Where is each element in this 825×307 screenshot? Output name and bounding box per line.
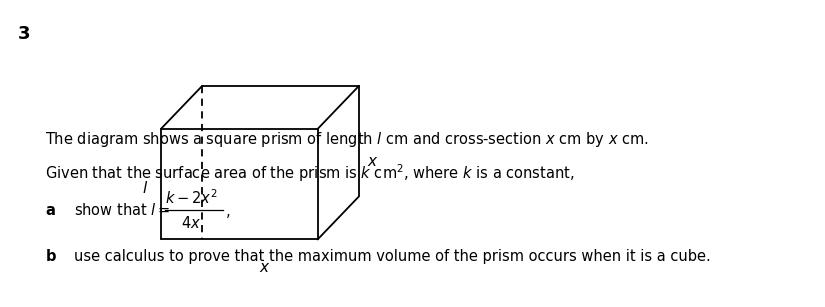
Text: ,: , [226,204,231,219]
Text: l: l [142,181,147,196]
Text: x: x [260,260,268,274]
Text: 3: 3 [18,25,31,43]
Text: a: a [45,203,55,218]
Text: use calculus to prove that the maximum volume of the prism occurs when it is a c: use calculus to prove that the maximum v… [74,249,711,264]
Text: show that $l =$: show that $l =$ [74,202,171,218]
Text: x: x [367,154,376,169]
Text: The diagram shows a square prism of length $l$ cm and cross-section $x$ cm by $x: The diagram shows a square prism of leng… [45,130,649,149]
Text: $4x$: $4x$ [182,215,201,231]
Text: $k - 2x^2$: $k - 2x^2$ [165,189,218,207]
Text: Given that the surface area of the prism is $k$ cm$^2$, where $k$ is a constant,: Given that the surface area of the prism… [45,163,575,184]
Text: b: b [45,249,56,264]
